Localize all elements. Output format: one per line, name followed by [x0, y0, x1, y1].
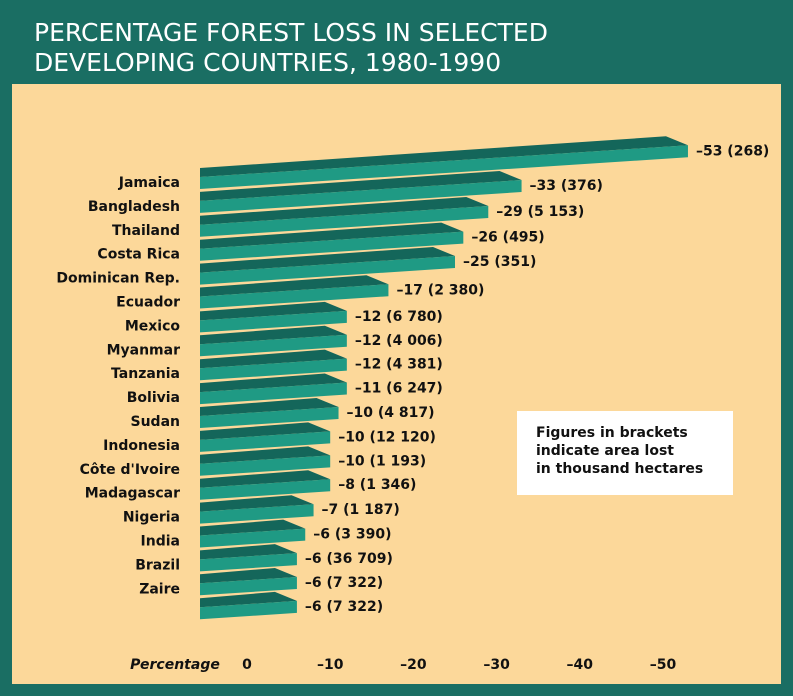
y-tick-label: Myanmar — [107, 342, 181, 358]
value-label: –12 (4 381) — [355, 357, 443, 373]
y-tick-label: Costa Rica — [97, 247, 180, 263]
chart-title: DEVELOPING COUNTRIES, 1980-1990 — [34, 48, 501, 77]
bar-top — [200, 247, 455, 273]
bar — [200, 406, 339, 428]
y-tick-label: Tanzania — [111, 366, 180, 382]
bar-top — [200, 301, 347, 321]
annotation-box — [517, 411, 733, 495]
annotation: in thousand hectares — [536, 461, 703, 477]
bar-top — [200, 136, 688, 177]
y-tick-label: Thailand — [112, 223, 180, 239]
bar-top — [200, 422, 331, 440]
x-tick-label: –10 — [317, 657, 344, 673]
bar — [200, 431, 331, 452]
y-tick-label: Ecuador — [116, 295, 180, 311]
bar-top — [200, 197, 489, 225]
value-label: –33 (376) — [530, 178, 603, 194]
value-label: –17 (2 380) — [396, 282, 484, 298]
y-tick-label: Nigeria — [123, 510, 180, 526]
bar — [200, 528, 306, 548]
bar — [200, 310, 347, 333]
bar — [200, 479, 331, 500]
bar — [200, 145, 688, 189]
bar — [200, 284, 389, 309]
bar — [200, 179, 522, 213]
y-tick-label: India — [141, 534, 180, 550]
bar-top — [200, 495, 314, 512]
x-tick-label: –30 — [483, 657, 510, 673]
value-label: –7 (1 187) — [322, 502, 400, 518]
bar-top — [200, 446, 331, 464]
value-label: –10 (1 193) — [338, 453, 426, 469]
bar-top — [200, 591, 297, 608]
y-tick-label: Bangladesh — [88, 199, 180, 215]
bar — [200, 553, 297, 572]
bar — [200, 455, 331, 476]
y-tick-label: Côte d'Ivoire — [80, 462, 180, 478]
bar-top — [200, 275, 389, 297]
x-tick-label: –40 — [567, 657, 594, 673]
value-label: –6 (36 709) — [305, 551, 393, 567]
y-tick-label: Zaire — [139, 581, 180, 597]
value-label: –53 (268) — [696, 143, 769, 159]
value-label: –12 (6 780) — [355, 309, 443, 325]
y-tick-label: Bolivia — [127, 390, 180, 406]
bar — [200, 231, 464, 261]
bar-top — [200, 349, 347, 369]
value-label: –29 (5 153) — [496, 204, 584, 220]
value-label: –6 (3 390) — [313, 527, 391, 543]
bar — [200, 504, 314, 524]
value-label: –8 (1 346) — [338, 477, 416, 493]
bar — [200, 256, 455, 285]
y-tick-label: Sudan — [131, 414, 181, 430]
value-label: –10 (12 120) — [338, 429, 436, 445]
y-tick-label: Indonesia — [103, 438, 180, 454]
bar — [200, 577, 297, 596]
bar-top — [200, 568, 297, 584]
bar-top — [200, 170, 522, 201]
bar-top — [200, 544, 297, 560]
x-tick-label: –20 — [400, 657, 427, 673]
value-label: –6 (7 322) — [305, 599, 383, 615]
bar — [200, 600, 297, 620]
bar-top — [200, 373, 347, 393]
value-label: –12 (4 006) — [355, 333, 443, 349]
y-tick-label: Mexico — [125, 318, 181, 334]
bar-top — [200, 325, 347, 345]
value-label: –25 (351) — [463, 254, 536, 270]
y-tick-label: Dominican Rep. — [56, 271, 180, 287]
y-tick-label: Madagascar — [85, 486, 180, 502]
value-label: –10 (4 817) — [347, 405, 435, 421]
value-label: –6 (7 322) — [305, 575, 383, 591]
bar-top — [200, 222, 464, 249]
x-tick-label: –50 — [650, 657, 677, 673]
x-axis-label: Percentage — [130, 657, 220, 673]
bar — [200, 334, 347, 357]
y-tick-label: Jamaica — [118, 175, 180, 191]
bar — [200, 382, 347, 405]
bar-top — [200, 470, 331, 488]
annotation: Figures in brackets — [536, 425, 688, 441]
bar-top — [200, 519, 306, 536]
bar — [200, 358, 347, 381]
chart-title: PERCENTAGE FOREST LOSS IN SELECTED — [34, 18, 548, 47]
value-label: –11 (6 247) — [355, 381, 443, 397]
bar-top — [200, 397, 339, 416]
annotation: indicate area lost — [536, 443, 674, 459]
y-tick-label: Brazil — [135, 557, 180, 573]
x-tick-label: 0 — [242, 657, 252, 673]
value-label: –26 (495) — [471, 230, 544, 246]
bar — [200, 206, 489, 237]
